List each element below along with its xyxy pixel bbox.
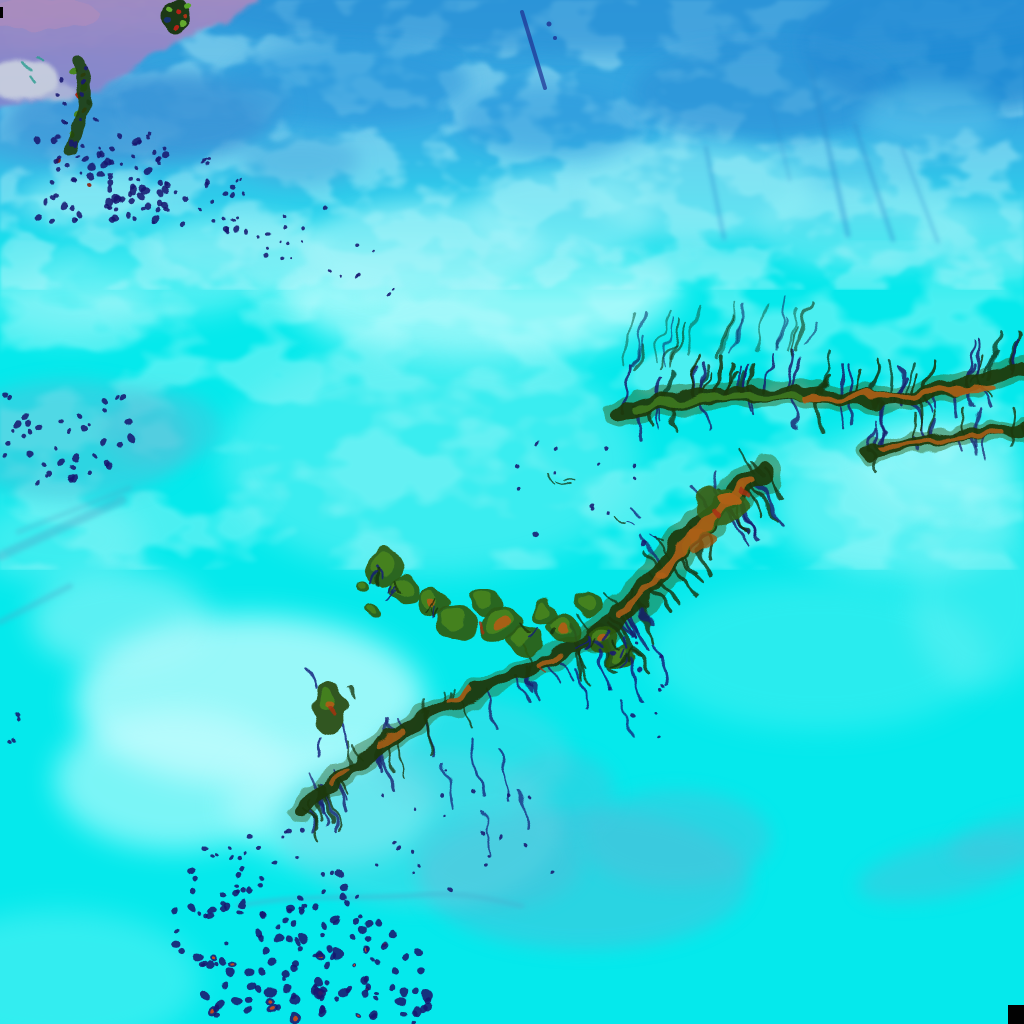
ridge-orange-core bbox=[327, 385, 1005, 785]
ridge-detail-streaks bbox=[307, 296, 819, 853]
mountain-ridge-layer bbox=[288, 296, 1024, 853]
corner-marks-layer bbox=[0, 7, 1024, 1024]
northern-blue-water-layer bbox=[0, 0, 1024, 345]
navy-speckle-layer bbox=[3, 65, 664, 1024]
shade-and-streak-layer bbox=[0, 10, 1024, 950]
